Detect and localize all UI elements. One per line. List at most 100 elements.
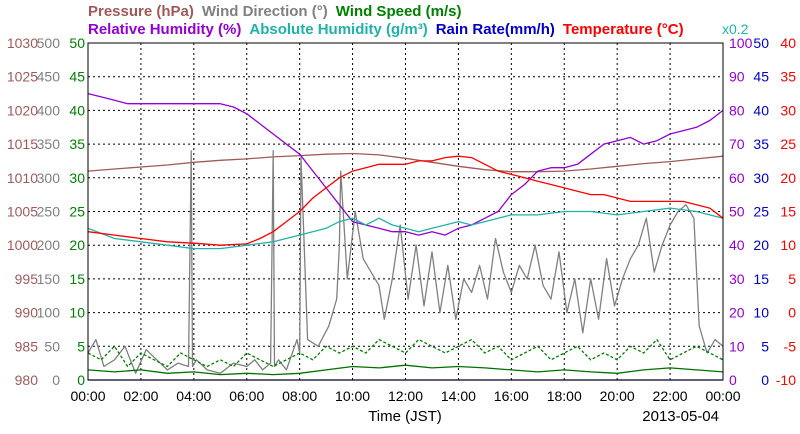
humidity-tick-label: 80 xyxy=(729,102,745,118)
temperature-tick-label: 15 xyxy=(780,204,796,220)
x-tick-label: 18:00 xyxy=(547,388,582,404)
series-relative-humidity xyxy=(87,92,724,236)
x-tick-label: 02:00 xyxy=(123,388,158,404)
temperature-tick-label: 35 xyxy=(780,69,796,85)
humidity-tick-label: 10 xyxy=(729,338,745,354)
pressure-tick-label: 985 xyxy=(15,338,39,354)
wind-direction-tick-label: 100 xyxy=(37,305,61,321)
wind-speed-tick-label: 40 xyxy=(69,102,85,118)
rain-rate-tick-label: 40 xyxy=(753,102,769,118)
temperature-tick-label: 20 xyxy=(780,170,796,186)
x-tick-label: 20:00 xyxy=(600,388,635,404)
x-tick-label: 10:00 xyxy=(335,388,370,404)
wind-direction-tick-label: 450 xyxy=(37,69,61,85)
humidity-tick-label: 20 xyxy=(729,305,745,321)
chart-series xyxy=(87,92,724,381)
wind-direction-tick-label: 150 xyxy=(37,271,61,287)
humidity-tick-label: 70 xyxy=(729,136,745,152)
wind-speed-tick-label: 0 xyxy=(77,372,85,388)
rain-rate-tick-label: 0 xyxy=(761,372,769,388)
wind-direction-tick-label: 50 xyxy=(44,338,60,354)
x-tick-label: 22:00 xyxy=(653,388,688,404)
pressure-tick-label: 1020 xyxy=(7,102,38,118)
rain-scale-label: x0.2 xyxy=(722,21,749,37)
humidity-tick-label: 30 xyxy=(729,271,745,287)
temperature-tick-label: -10 xyxy=(776,372,796,388)
series-absolute-humidity-g-m xyxy=(87,207,724,250)
series-wind-direction xyxy=(87,150,724,374)
rain-rate-tick-label: 20 xyxy=(753,237,769,253)
wind-direction-tick-label: 400 xyxy=(37,102,61,118)
rain-rate-tick-label: 25 xyxy=(753,204,769,220)
wind-direction-tick-label: 250 xyxy=(37,204,61,220)
pressure-tick-label: 1010 xyxy=(7,170,38,186)
chart-legend: Pressure (hPa) Wind Direction (°) Wind Spe… xyxy=(88,3,749,38)
rain-rate-tick-label: 45 xyxy=(753,69,769,85)
pressure-tick-label: 1000 xyxy=(7,237,38,253)
rain-rate-tick-label: 15 xyxy=(753,271,769,287)
wind-speed-tick-label: 10 xyxy=(69,305,85,321)
x-tick-label: 04:00 xyxy=(176,388,211,404)
series-temperature-c xyxy=(87,155,724,246)
x-tick-label: 14:00 xyxy=(441,388,476,404)
plot-frame xyxy=(87,42,724,381)
wind-speed-tick-label: 35 xyxy=(69,136,85,152)
rain-rate-tick-label: 50 xyxy=(753,35,769,51)
rain-rate-tick-label: 35 xyxy=(753,136,769,152)
temperature-tick-label: 0 xyxy=(788,305,796,321)
wind-direction-tick-label: 300 xyxy=(37,170,61,186)
wind-speed-tick-label: 25 xyxy=(69,204,85,220)
wind-direction-tick-label: 350 xyxy=(37,136,61,152)
pressure-tick-label: 1005 xyxy=(7,204,38,220)
temperature-tick-label: -5 xyxy=(784,338,797,354)
legend-entry: Rain Rate(mm/h) xyxy=(436,21,555,38)
wind-speed-tick-label: 45 xyxy=(69,69,85,85)
date-label: 2013-05-04 xyxy=(642,408,719,425)
pressure-tick-label: 990 xyxy=(15,305,39,321)
pressure-tick-label: 995 xyxy=(15,271,39,287)
x-axis: 00:00 02:00 04:00 06:00 08:00 10:00 12:00 14:00… xyxy=(70,388,740,404)
wind-direction-tick-label: 0 xyxy=(52,372,60,388)
wind-speed-tick-label: 20 xyxy=(69,237,85,253)
wind-direction-tick-label: 200 xyxy=(37,237,61,253)
rain-rate-tick-label: 30 xyxy=(753,170,769,186)
legend-entry: Wind Direction (°) xyxy=(202,3,328,20)
x-tick-label: 16:00 xyxy=(494,388,529,404)
x-tick-label: 00:00 xyxy=(705,388,740,404)
rain-rate-tick-label: 5 xyxy=(761,338,769,354)
wind-speed-tick-label: 50 xyxy=(69,35,85,51)
temperature-tick-label: 5 xyxy=(788,271,796,287)
temperature-tick-label: 10 xyxy=(780,237,796,253)
wind-speed-tick-label: 30 xyxy=(69,170,85,186)
humidity-tick-label: 50 xyxy=(729,204,745,220)
wind-direction-tick-label: 500 xyxy=(37,35,61,51)
humidity-tick-label: 60 xyxy=(729,170,745,186)
wind-speed-tick-label: 5 xyxy=(77,338,85,354)
series-wind-speed-m-s xyxy=(87,364,724,376)
pressure-tick-label: 1030 xyxy=(7,35,38,51)
x-tick-label: 12:00 xyxy=(388,388,423,404)
legend-entry: Pressure (hPa) xyxy=(88,3,194,20)
legend-entry: Wind Speed (m/s) xyxy=(336,3,462,20)
legend-entry: Relative Humidity (%) xyxy=(88,21,241,38)
temperature-tick-label: 30 xyxy=(780,102,796,118)
humidity-tick-label: 40 xyxy=(729,237,745,253)
temperature-tick-label: 25 xyxy=(780,136,796,152)
series-pressure-hpa xyxy=(87,152,724,173)
y-axes: 1030102510201015101010051000995990985980… xyxy=(7,35,796,388)
legend-entry: Temperature (°C) xyxy=(563,21,684,38)
wind-speed-tick-label: 15 xyxy=(69,271,85,287)
x-tick-label: 08:00 xyxy=(282,388,317,404)
humidity-tick-label: 100 xyxy=(729,35,753,51)
temperature-tick-label: 40 xyxy=(780,35,796,51)
rain-rate-tick-label: 10 xyxy=(753,305,769,321)
x-tick-label: 00:00 xyxy=(70,388,105,404)
humidity-tick-label: 90 xyxy=(729,69,745,85)
pressure-tick-label: 1015 xyxy=(7,136,38,152)
humidity-tick-label: 0 xyxy=(729,372,737,388)
legend-entry: Absolute Humidity (g/m³) xyxy=(249,21,427,38)
grid-lines xyxy=(88,43,723,380)
series-wind-speed-m-s xyxy=(87,338,724,368)
x-axis-title: Time (JST) xyxy=(368,408,442,425)
